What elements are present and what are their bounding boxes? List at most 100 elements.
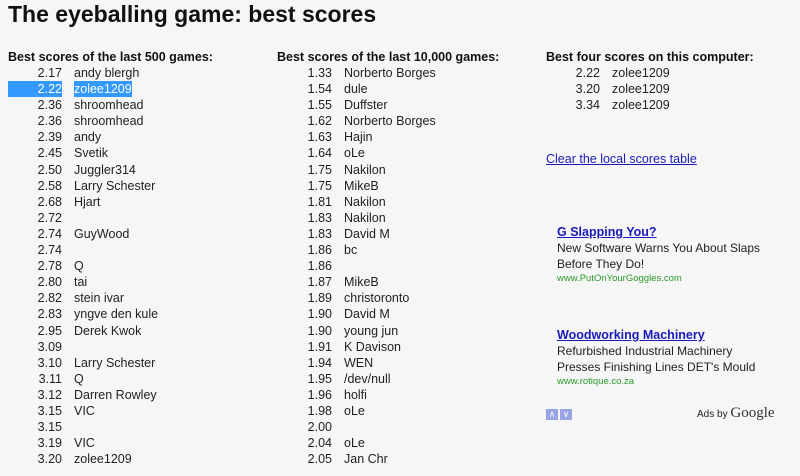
player-name: Norberto Borges [344,114,436,129]
score-row: 1.95/dev/null [277,371,499,387]
score-value: 2.74 [37,243,62,258]
score-value: 1.90 [307,323,332,338]
score-value: 1.90 [307,307,332,322]
ad-url[interactable]: www.rotique.co.za [557,376,635,387]
player-name: zolee1209 [612,66,670,80]
ad-url[interactable]: www.PutOnYourGoggles.com [557,273,682,284]
score-row: 1.89 christoronto [277,290,499,306]
score-row: 1.86 bc [277,242,499,258]
score-value: 1.87 [307,275,332,290]
score-row: 1.64 oLe [277,145,499,161]
score-row: 2.74 [8,242,213,258]
player-name: Juggler314 [74,162,136,177]
score-row: 1.91 K Davison [277,339,499,355]
ad-title-link[interactable]: Woodworking Machinery [557,328,705,342]
score-row: 3.20 zolee1209 [546,81,754,97]
player-name: Nakilon [344,194,386,209]
player-name: young jun [344,323,399,338]
player-name: Darren Rowley [74,387,157,402]
player-name: andy [74,130,102,145]
score-value: 2.83 [37,307,62,322]
score-row: 1.87 MikeB [277,274,499,290]
ad-title-link[interactable]: G Slapping You? [557,225,657,239]
player-name: stein ivar [74,291,125,306]
score-row: 1.96 holfi [277,387,499,403]
score-value: 2.58 [37,178,62,193]
clear-local-scores-link[interactable]: Clear the local scores table [546,152,697,166]
ad-prev-button[interactable]: ∧ [546,409,558,420]
ad-text: Before They Do! [557,257,645,271]
player-name: Hjart [74,194,101,209]
score-value: 3.12 [37,387,62,402]
ads-by-google[interactable]: Ads by Google [697,405,775,422]
score-value: 2.45 [37,146,62,161]
player-name: MikeB [344,275,379,290]
ad-next-button[interactable]: ∨ [560,409,572,420]
ad-2: Woodworking Machinery Refurbished Indust… [557,327,755,389]
score-row: 1.63 Hajin [277,129,499,145]
score-row: 1.98 oLe [277,403,499,419]
player-name: Q [74,371,84,386]
player-name: Derek Kwok [74,323,142,338]
score-row: 1.62 Norberto Borges [277,113,499,129]
last-10000-scores: Best scores of the last 10,000 games: 1.… [277,49,499,467]
ads-by-label: Ads by [697,409,728,420]
score-value: 1.94 [307,355,332,370]
score-row: 3.19 VIC [8,435,213,451]
score-value: 1.86 [307,259,332,274]
score-row: 2.36 shroomhead [8,97,213,113]
score-row: 3.15 [8,419,213,435]
last-500-header: Best scores of the last 500 games: [8,50,213,64]
score-value: 1.98 [307,403,332,418]
score-row: 2.80 tai [8,274,213,290]
last-10000-header: Best scores of the last 10,000 games: [277,50,500,64]
score-row: 2.05 Jan Chr [277,451,499,467]
score-value: 2.36 [37,114,62,129]
score-value: 1.75 [307,162,332,177]
player-name: Q [74,259,84,274]
score-row: 2.17 andy blergh [8,65,213,81]
score-value: 1.64 [307,146,332,161]
score-row: 2.00 [277,419,499,435]
player-name: tai [74,275,88,290]
score-row: 2.22 zolee1209 [546,65,754,81]
player-name: Hajin [344,130,373,145]
score-row: 1.75 MikeB [277,178,499,194]
player-name: bc [344,243,358,258]
score-value: 2.68 [37,194,62,209]
score-value: 3.09 [37,339,62,354]
local-scores: Best four scores on this computer: 2.22 z… [546,49,754,113]
score-value: 2.36 [37,98,62,113]
ad-navigation: ∧ ∨ [546,409,572,420]
score-row: 2.36 shroomhead [8,113,213,129]
score-row: 1.54 dule [277,81,499,97]
score-row: 1.75 Nakilon [277,162,499,178]
player-name: oLe [344,146,365,161]
player-name: David M [344,307,390,322]
score-value: 2.72 [37,210,62,225]
player-name: Nakilon [344,210,386,225]
score-value: 2.22 [575,66,600,80]
score-value: 3.19 [37,436,62,451]
score-row: 3.11 Q [8,371,213,387]
score-value: 2.00 [307,420,332,435]
score-row: 1.86 [277,258,499,274]
score-value: 2.17 [37,66,62,80]
player-name: zolee1209 [74,452,132,467]
ad-text: Presses Finishing Lines DET's Mould [557,360,756,374]
score-value: 2.74 [37,226,62,241]
player-name: shroomhead [74,114,144,129]
score-row: 1.83 David M [277,226,499,242]
score-row: 3.15 VIC [8,403,213,419]
local-header: Best four scores on this computer: [546,50,754,64]
score-value: 2.39 [37,130,62,145]
score-row: 2.78 Q [8,258,213,274]
player-name: K Davison [344,339,401,354]
score-row: 2.74 GuyWood [8,226,213,242]
score-row: 2.04 oLe [277,435,499,451]
score-value: 1.54 [307,82,332,97]
player-name: holfi [344,387,367,402]
score-value: 1.91 [307,339,332,354]
score-row: 2.83 yngve den kule [8,306,213,322]
player-name: Larry Schester [74,355,156,370]
